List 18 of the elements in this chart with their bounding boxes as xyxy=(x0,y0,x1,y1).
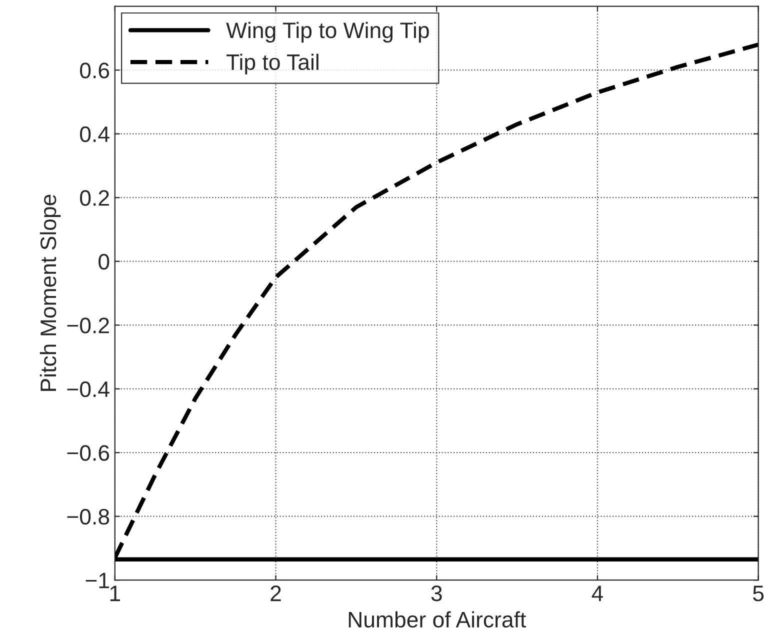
x-tick-label: 2 xyxy=(270,586,281,602)
y-tick-label: 0.2 xyxy=(80,190,109,206)
y-tick-label: −0.2 xyxy=(67,318,109,334)
y-tick-label: 0 xyxy=(98,254,110,270)
y-tick-label: −0.6 xyxy=(67,445,110,461)
x-tick-label: 3 xyxy=(431,586,442,602)
x-tick-label: 1 xyxy=(110,586,120,602)
y-tick-label: −0.4 xyxy=(67,381,110,398)
legend-label: Wing Tip to Wing Tip xyxy=(226,22,429,43)
legend-label: Tip to Tail xyxy=(226,54,318,74)
y-tick-label: −0.8 xyxy=(67,508,110,525)
y-tick-label: 0.6 xyxy=(80,62,110,78)
x-tick-label: 4 xyxy=(592,586,604,602)
y-axis-title: Pitch Moment Slope xyxy=(40,194,61,391)
y-tick-label: −1 xyxy=(86,572,109,588)
x-axis-title: Number of Aircraft xyxy=(348,611,526,628)
x-tick-label: 5 xyxy=(753,586,764,602)
y-tick-label: 0.4 xyxy=(80,126,110,142)
